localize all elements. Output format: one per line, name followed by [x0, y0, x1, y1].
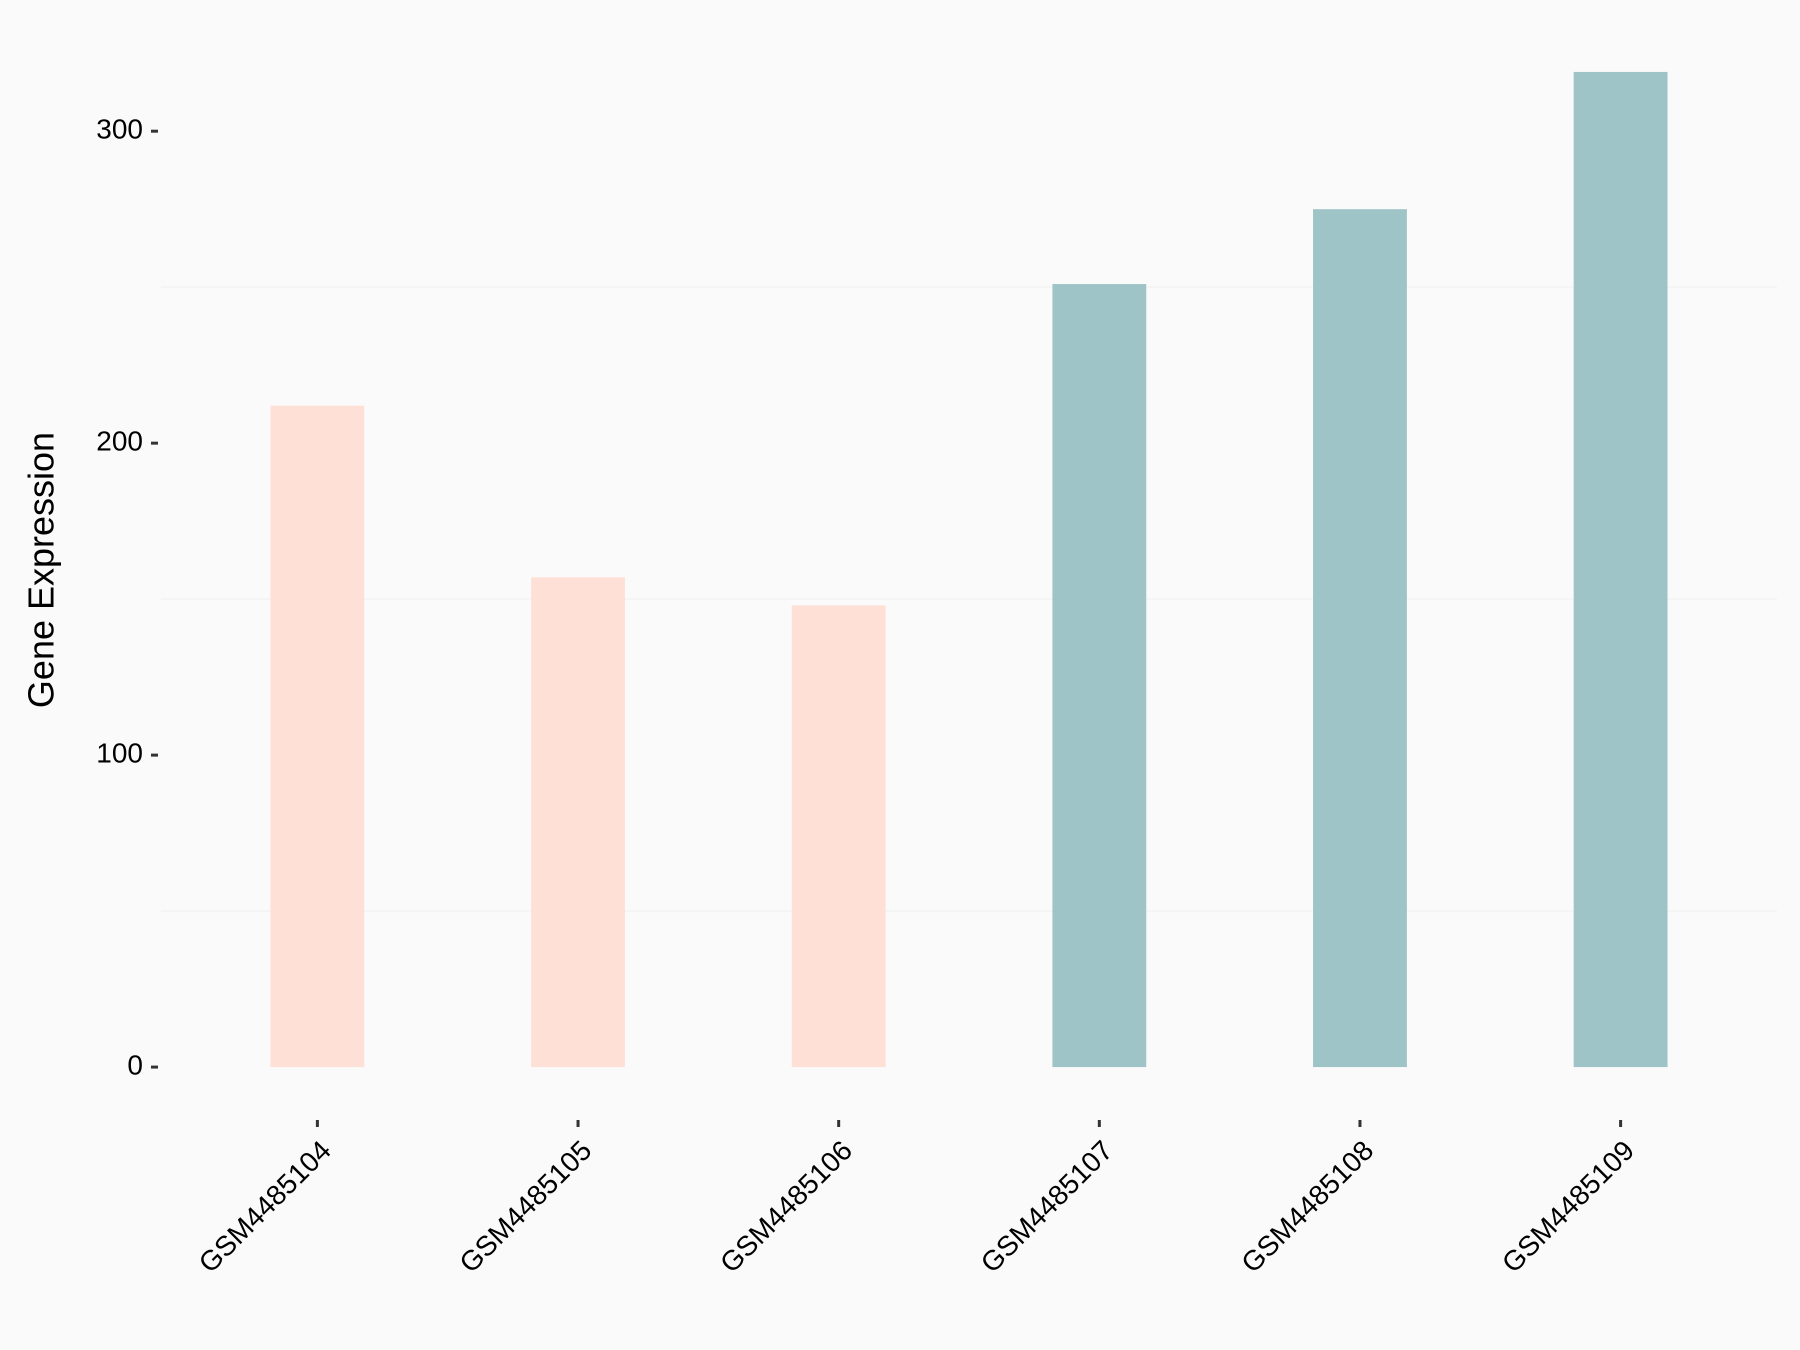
y-tick-label: 0: [127, 1049, 143, 1080]
bar: [1052, 284, 1147, 1068]
y-tick-label: 300: [96, 114, 143, 145]
y-axis-title: Gene Expression: [21, 432, 62, 708]
bar: [531, 577, 625, 1068]
bar: [791, 605, 886, 1068]
bar: [1573, 71, 1668, 1068]
y-tick-label: 200: [96, 426, 143, 457]
bar: [1313, 209, 1407, 1068]
bar: [270, 405, 365, 1068]
y-tick-label: 100: [96, 738, 143, 769]
